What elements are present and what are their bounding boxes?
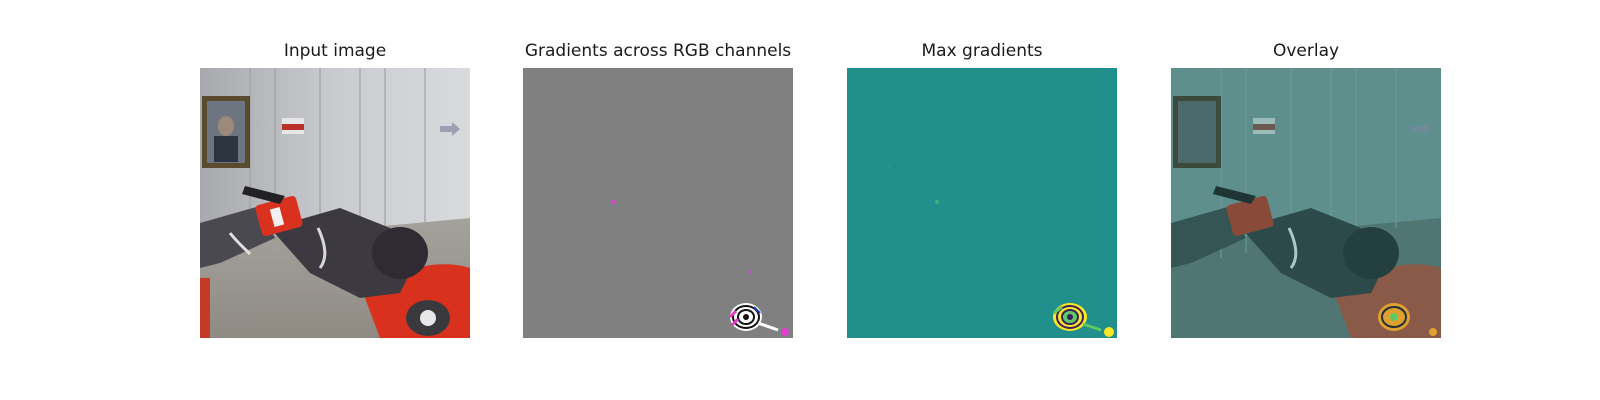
panel-title-input: Input image: [283, 41, 387, 61]
max-gradients-image: [847, 68, 1117, 338]
panel-max: Max gradients: [847, 36, 1117, 338]
panel-title-overlay: Overlay: [1272, 41, 1340, 61]
input-image: [200, 68, 470, 338]
panel-gradients: Gradients across RGB channels: [523, 36, 793, 338]
panel-title-gradients: Gradients across RGB channels: [524, 41, 792, 61]
overlay-image: [1171, 68, 1441, 338]
panel-title-max: Max gradients: [921, 41, 1043, 61]
gradients-image: [523, 68, 793, 338]
panel-input: Input image: [200, 36, 470, 338]
panel-overlay: Overlay: [1171, 36, 1441, 338]
